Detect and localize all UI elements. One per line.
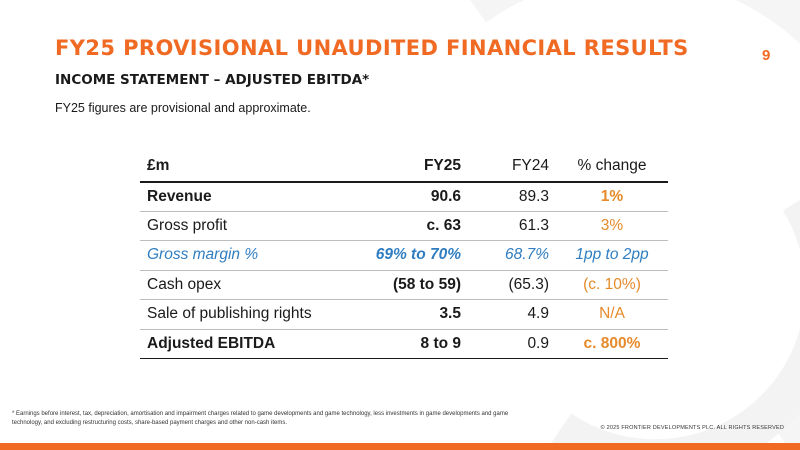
table-row-cash-opex: Cash opex (58 to 59) (65.3) (c. 10%) [140,270,668,300]
provisional-note: FY25 figures are provisional and approxi… [55,101,311,115]
bottom-accent-bar [0,443,800,450]
fy25-value: 90.6 [355,181,468,212]
change-value: 1% [556,181,668,212]
change-value: 1pp to 2pp [556,240,668,271]
table-row-adjusted-ebitda: Adjusted EBITDA 8 to 9 0.9 c. 800% [140,328,668,359]
fy25-value: 8 to 9 [355,328,468,359]
slide-title: FY25 PROVISIONAL UNAUDITED FINANCIAL RES… [55,36,689,60]
table-header-row: £m FY25 FY24 % change [140,152,668,183]
page-number: 9 [762,47,771,64]
column-header-fy25: FY25 [355,152,468,183]
row-label: Gross margin % [140,240,355,271]
slide-subtitle: INCOME STATEMENT – ADJUSTED EBITDA* [55,72,370,88]
row-label: Gross profit [140,211,355,241]
fy24-value: 4.9 [468,299,556,330]
table-row-publishing-rights: Sale of publishing rights 3.5 4.9 N/A [140,299,668,330]
copyright-notice: © 2025 FRONTIER DEVELOPMENTS PLC. ALL RI… [600,425,784,431]
fy25-value: 3.5 [355,299,468,330]
fy24-value: (65.3) [468,270,556,300]
change-value: (c. 10%) [556,270,668,300]
row-label: Revenue [140,181,355,212]
fy24-value: 0.9 [468,328,556,359]
fy24-value: 68.7% [468,240,556,271]
fy24-value: 89.3 [468,181,556,212]
income-statement-table: £m FY25 FY24 % change Revenue 90.6 89.3 … [140,152,668,359]
column-header-change: % change [556,152,668,183]
ebitda-footnote: * Earnings before interest, tax, depreci… [12,411,509,426]
change-value: N/A [556,299,668,330]
row-label: Cash opex [140,270,355,300]
row-label: Sale of publishing rights [140,299,355,330]
fy25-value: 69% to 70% [355,240,468,271]
column-header-fy24: FY24 [468,152,556,183]
row-label: Adjusted EBITDA [140,328,355,359]
fy25-value: (58 to 59) [355,270,468,300]
change-value: 3% [556,211,668,241]
column-header-unit: £m [140,152,355,183]
fy24-value: 61.3 [468,211,556,241]
table-row-revenue: Revenue 90.6 89.3 1% [140,181,668,212]
change-value: c. 800% [556,328,668,359]
fy25-value: c. 63 [355,211,468,241]
table-row-gross-margin: Gross margin % 69% to 70% 68.7% 1pp to 2… [140,240,668,271]
table-row-gross-profit: Gross profit c. 63 61.3 3% [140,211,668,241]
